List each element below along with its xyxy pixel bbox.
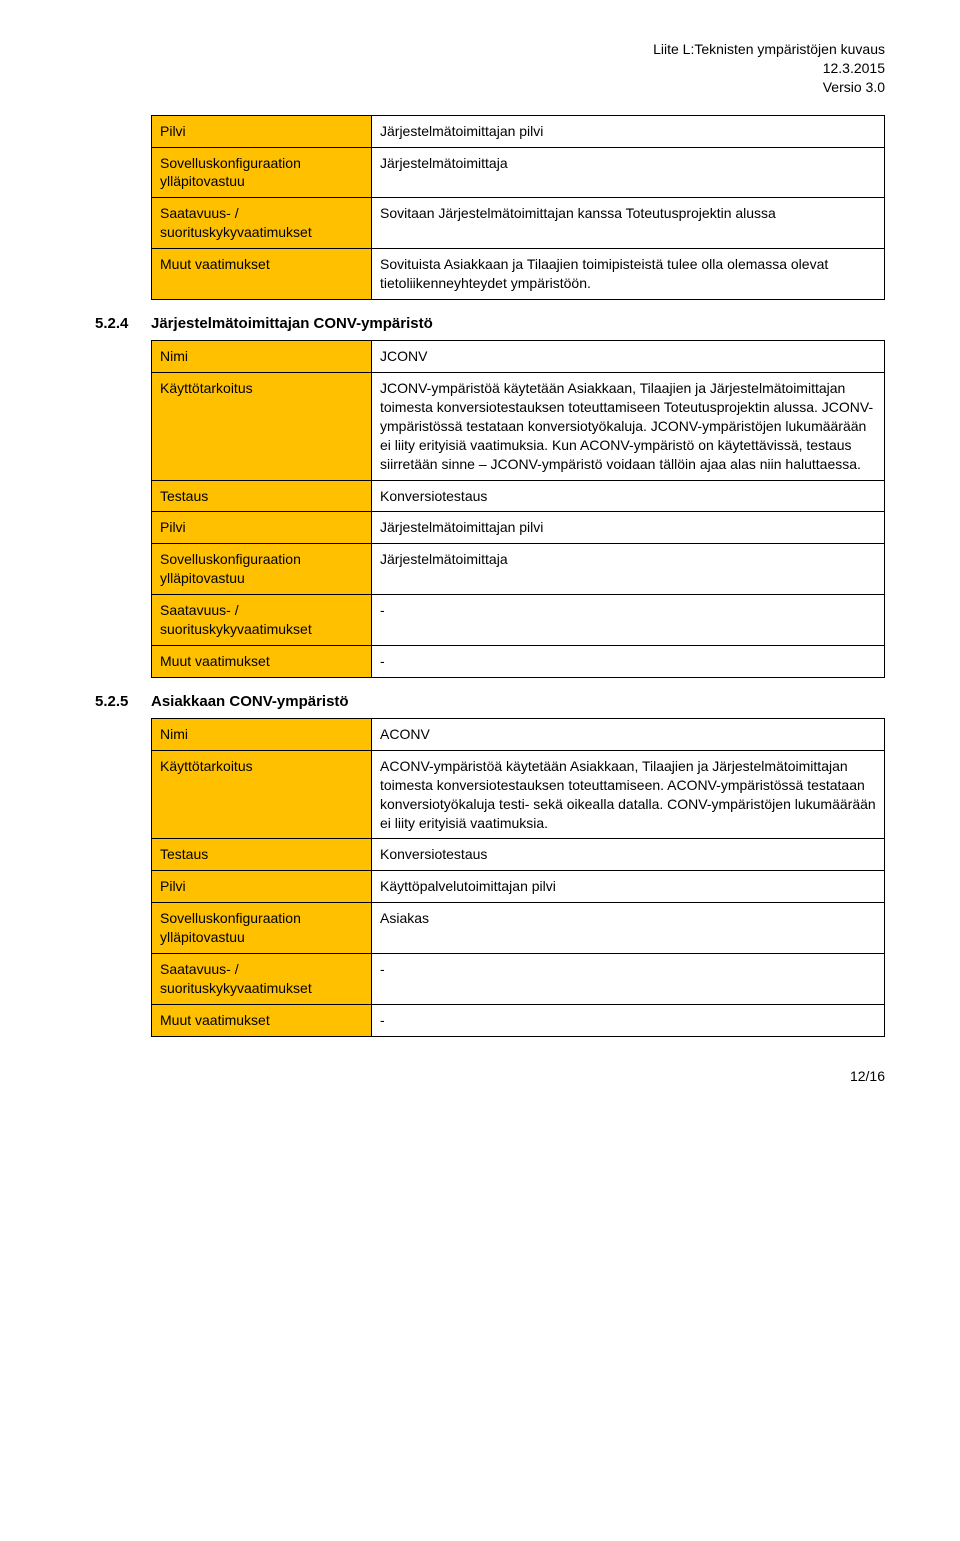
table-row: Nimi JCONV [152, 341, 885, 373]
table-row: Testaus Konversiotestaus [152, 839, 885, 871]
label-sovelluskonf: Sovelluskonfiguraation ylläpitovastuu [152, 903, 372, 954]
table-row: Käyttötarkoitus ACONV-ympäristöä käytetä… [152, 750, 885, 839]
table-row: Sovelluskonfiguraation ylläpitovastuu As… [152, 903, 885, 954]
value-muut: - [372, 1004, 885, 1036]
value-kaytto: JCONV-ympäristöä käytetään Asiakkaan, Ti… [372, 373, 885, 480]
table-row: Muut vaatimukset Sovituista Asiakkaan ja… [152, 249, 885, 300]
page-number: 12/16 [95, 1067, 885, 1086]
label-kaytto: Käyttötarkoitus [152, 750, 372, 839]
table-row: Muut vaatimukset - [152, 1004, 885, 1036]
value-sovelluskonf: Järjestelmätoimittaja [372, 147, 885, 198]
value-sovelluskonf: Järjestelmätoimittaja [372, 544, 885, 595]
header-version: Versio 3.0 [95, 78, 885, 97]
table-row: Sovelluskonfiguraation ylläpitovastuu Jä… [152, 544, 885, 595]
label-nimi: Nimi [152, 341, 372, 373]
section-title: Järjestelmätoimittajan CONV-ympäristö [151, 314, 433, 334]
value-nimi: JCONV [372, 341, 885, 373]
label-muut: Muut vaatimukset [152, 645, 372, 677]
table-row: Saatavuus- / suorituskykyvaatimukset - [152, 954, 885, 1005]
value-nimi: ACONV [372, 718, 885, 750]
label-pilvi: Pilvi [152, 115, 372, 147]
document-header: Liite L:Teknisten ympäristöjen kuvaus 12… [95, 40, 885, 97]
value-pilvi: Käyttöpalvelutoimittajan pilvi [372, 871, 885, 903]
table-row: Pilvi Käyttöpalvelutoimittajan pilvi [152, 871, 885, 903]
label-saatavuus: Saatavuus- / suorituskykyvaatimukset [152, 595, 372, 646]
section-number: 5.2.4 [95, 314, 151, 334]
table-row: Pilvi Järjestelmätoimittajan pilvi [152, 115, 885, 147]
label-saatavuus: Saatavuus- / suorituskykyvaatimukset [152, 954, 372, 1005]
value-testaus: Konversiotestaus [372, 839, 885, 871]
section-number: 5.2.5 [95, 692, 151, 712]
table-row: Testaus Konversiotestaus [152, 480, 885, 512]
value-muut: Sovituista Asiakkaan ja Tilaajien toimip… [372, 249, 885, 300]
label-muut: Muut vaatimukset [152, 1004, 372, 1036]
table-partial-523: Pilvi Järjestelmätoimittajan pilvi Sovel… [151, 115, 885, 300]
table-row: Muut vaatimukset - [152, 645, 885, 677]
table-row: Pilvi Järjestelmätoimittajan pilvi [152, 512, 885, 544]
table-row: Käyttötarkoitus JCONV-ympäristöä käytetä… [152, 373, 885, 480]
label-testaus: Testaus [152, 839, 372, 871]
label-muut: Muut vaatimukset [152, 249, 372, 300]
label-saatavuus: Saatavuus- / suorituskykyvaatimukset [152, 198, 372, 249]
table-row: Saatavuus- / suorituskykyvaatimukset Sov… [152, 198, 885, 249]
table-524: Nimi JCONV Käyttötarkoitus JCONV-ympäris… [151, 340, 885, 678]
value-testaus: Konversiotestaus [372, 480, 885, 512]
value-pilvi: Järjestelmätoimittajan pilvi [372, 512, 885, 544]
label-nimi: Nimi [152, 718, 372, 750]
label-sovelluskonf: Sovelluskonfiguraation ylläpitovastuu [152, 544, 372, 595]
table-525: Nimi ACONV Käyttötarkoitus ACONV-ympäris… [151, 718, 885, 1037]
value-pilvi: Järjestelmätoimittajan pilvi [372, 115, 885, 147]
label-sovelluskonf: Sovelluskonfiguraation ylläpitovastuu [152, 147, 372, 198]
section-heading-525: 5.2.5 Asiakkaan CONV-ympäristö [95, 692, 885, 712]
value-sovelluskonf: Asiakas [372, 903, 885, 954]
header-title: Liite L:Teknisten ympäristöjen kuvaus [95, 40, 885, 59]
label-testaus: Testaus [152, 480, 372, 512]
section-title: Asiakkaan CONV-ympäristö [151, 692, 349, 712]
label-kaytto: Käyttötarkoitus [152, 373, 372, 480]
header-date: 12.3.2015 [95, 59, 885, 78]
value-saatavuus: - [372, 954, 885, 1005]
label-pilvi: Pilvi [152, 512, 372, 544]
table-row: Sovelluskonfiguraation ylläpitovastuu Jä… [152, 147, 885, 198]
value-kaytto: ACONV-ympäristöä käytetään Asiakkaan, Ti… [372, 750, 885, 839]
section-heading-524: 5.2.4 Järjestelmätoimittajan CONV-ympäri… [95, 314, 885, 334]
value-saatavuus: - [372, 595, 885, 646]
label-pilvi: Pilvi [152, 871, 372, 903]
value-saatavuus: Sovitaan Järjestelmätoimittajan kanssa T… [372, 198, 885, 249]
value-muut: - [372, 645, 885, 677]
table-row: Nimi ACONV [152, 718, 885, 750]
table-row: Saatavuus- / suorituskykyvaatimukset - [152, 595, 885, 646]
